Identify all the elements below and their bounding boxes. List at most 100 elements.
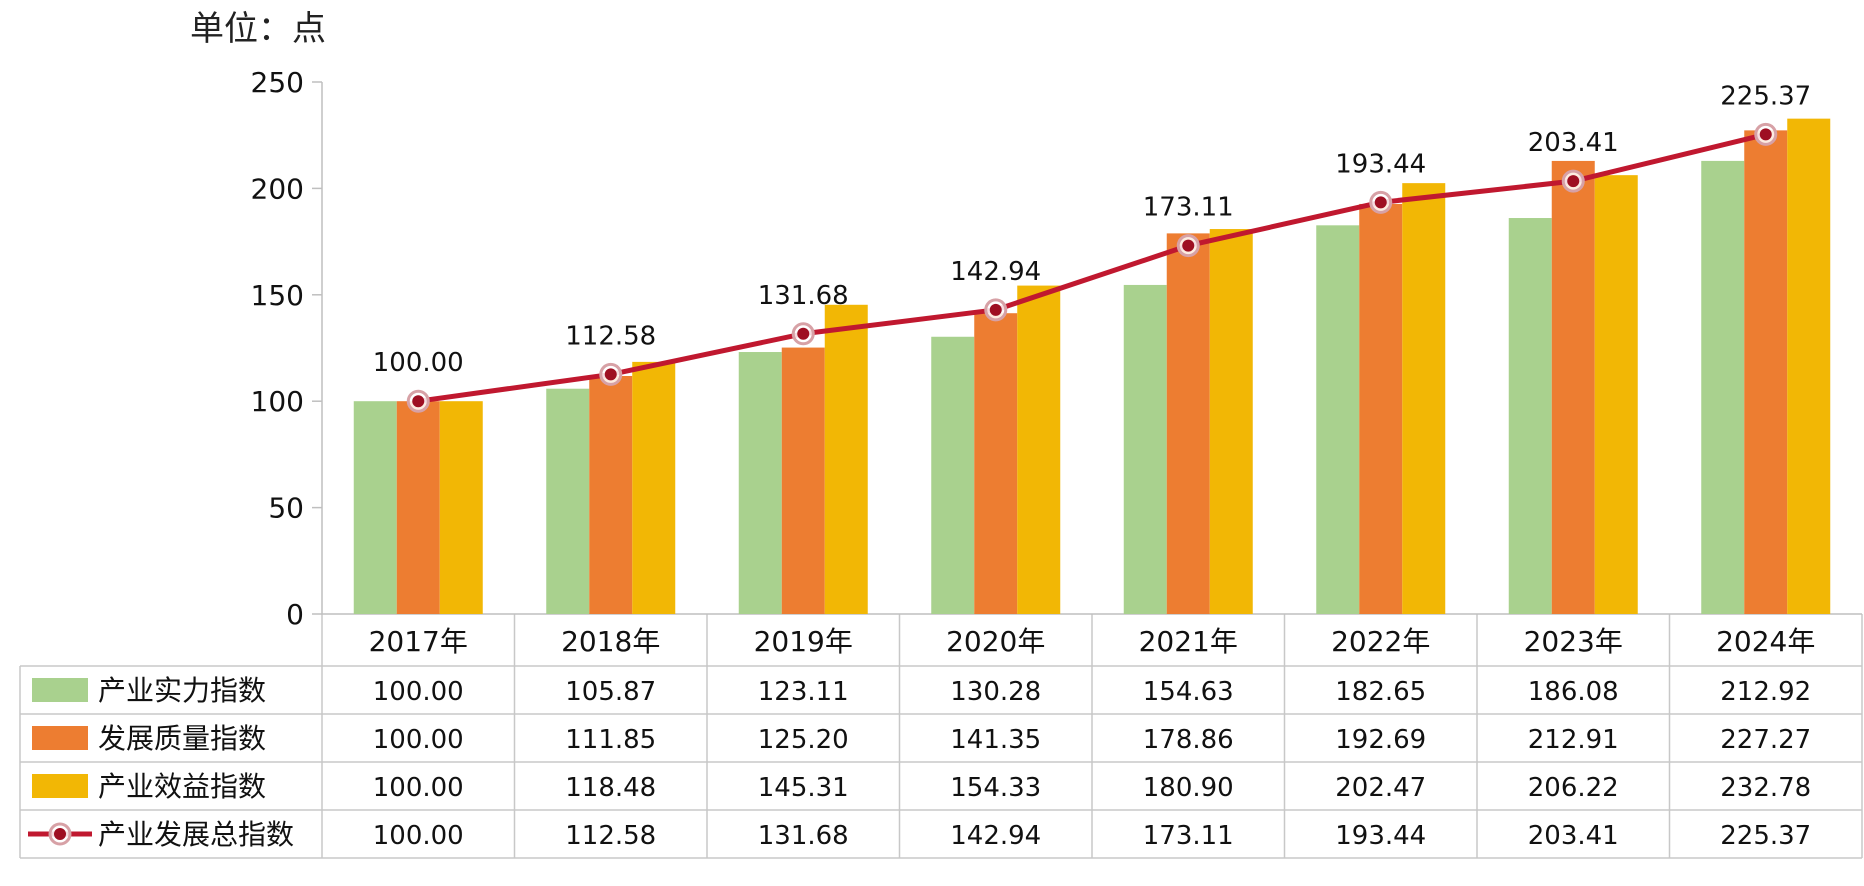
table-cell: 192.69	[1335, 725, 1426, 755]
series-line	[417, 131, 1767, 404]
bar	[974, 313, 1018, 614]
x-tick-label: 2021年	[1139, 625, 1238, 658]
table-cell: 130.28	[950, 677, 1041, 707]
bar	[1017, 285, 1061, 614]
bar	[1744, 130, 1788, 614]
x-tick-label: 2020年	[946, 625, 1045, 658]
data-label: 203.41	[1528, 128, 1619, 158]
table-cell: 100.00	[373, 821, 464, 851]
bar	[1359, 203, 1403, 614]
line-point	[1567, 175, 1580, 188]
table-cell: 118.48	[565, 773, 656, 803]
bar	[1787, 118, 1831, 614]
y-tick-label: 250	[251, 66, 304, 99]
table-cell: 100.00	[373, 677, 464, 707]
table-cell: 125.20	[758, 725, 849, 755]
bar	[1508, 218, 1552, 614]
bar	[1701, 160, 1745, 614]
table-cell: 232.78	[1720, 773, 1811, 803]
bar	[396, 401, 440, 614]
legend-label: 发展质量指数	[98, 722, 266, 755]
bar	[824, 304, 868, 614]
legend-label: 产业发展总指数	[98, 818, 294, 851]
legend-label: 产业实力指数	[98, 674, 266, 707]
data-label: 225.37	[1720, 81, 1811, 111]
bar	[1166, 233, 1210, 614]
bar-series	[353, 118, 1831, 615]
x-tick-label: 2019年	[754, 625, 853, 658]
y-tick-label: 200	[251, 172, 304, 205]
data-label: 112.58	[565, 321, 656, 351]
table-cell: 193.44	[1335, 821, 1426, 851]
table-cell: 154.63	[1143, 677, 1234, 707]
x-tick-label: 2024年	[1716, 625, 1815, 658]
y-tick-label: 100	[251, 385, 304, 418]
bar	[1551, 160, 1595, 614]
legend-marker	[54, 828, 66, 840]
data-label: 193.44	[1335, 149, 1426, 179]
table-cell: 212.91	[1528, 725, 1619, 755]
table-cell: 227.27	[1720, 725, 1811, 755]
line-point	[1182, 239, 1195, 252]
bar	[353, 401, 397, 614]
y-tick-label: 50	[268, 492, 304, 525]
line-point	[989, 303, 1002, 316]
table-cell: 131.68	[758, 821, 849, 851]
data-label: 142.94	[950, 257, 1041, 287]
bar	[1594, 175, 1638, 615]
table-cell: 100.00	[373, 773, 464, 803]
data-table: 2017年 2018年 2019年 2020年 2021年 2022年 2023年 2024年…	[28, 625, 1815, 851]
table-cell: 212.92	[1720, 677, 1811, 707]
bar	[546, 388, 590, 614]
data-labels: 100.00 112.58 131.68 142.94 173.11 193.44 203.…	[373, 81, 1811, 378]
y-tick-label: 0	[286, 598, 304, 631]
data-table-grid	[19, 613, 1863, 859]
line-point	[412, 395, 425, 408]
table-cell: 203.41	[1528, 821, 1619, 851]
table-cell: 173.11	[1143, 821, 1234, 851]
x-tick-label: 2017年	[369, 625, 468, 658]
table-cell: 112.58	[565, 821, 656, 851]
table-cell: 206.22	[1528, 773, 1619, 803]
data-label: 173.11	[1143, 193, 1234, 223]
bar	[1209, 229, 1253, 614]
line-point	[1759, 128, 1772, 141]
table-cell: 142.94	[950, 821, 1041, 851]
legend-swatch	[32, 774, 88, 798]
data-label: 100.00	[373, 348, 464, 378]
table-cell: 186.08	[1528, 677, 1619, 707]
bar	[589, 375, 633, 614]
table-cell: 178.86	[1143, 725, 1234, 755]
bar	[931, 336, 975, 614]
y-tick-label: 150	[251, 279, 304, 312]
table-cell: 202.47	[1335, 773, 1426, 803]
table-cell: 123.11	[758, 677, 849, 707]
x-tick-label: 2018年	[561, 625, 660, 658]
table-cell: 180.90	[1143, 773, 1234, 803]
table-cell: 100.00	[373, 725, 464, 755]
bar	[439, 401, 483, 614]
table-cell: 111.85	[565, 725, 656, 755]
line-point	[604, 368, 617, 381]
table-cell: 105.87	[565, 677, 656, 707]
line-point	[797, 327, 810, 340]
x-tick-label: 2022年	[1331, 625, 1430, 658]
bar	[1316, 225, 1360, 614]
y-axis: 0 50 100 150 200 250	[251, 66, 323, 631]
bar	[632, 361, 676, 614]
bar	[738, 352, 782, 614]
x-tick-label: 2023年	[1524, 625, 1623, 658]
legend-swatch	[32, 678, 88, 702]
legend-swatch	[32, 726, 88, 750]
bar	[781, 347, 825, 614]
unit-label: 单位：点	[190, 9, 326, 49]
table-cell: 154.33	[950, 773, 1041, 803]
table-cell: 182.65	[1335, 677, 1426, 707]
line-series	[406, 122, 1778, 413]
bar	[1402, 183, 1446, 614]
table-cell: 145.31	[758, 773, 849, 803]
table-cell: 141.35	[950, 725, 1041, 755]
bar	[1123, 284, 1167, 614]
legend-label: 产业效益指数	[98, 770, 266, 803]
